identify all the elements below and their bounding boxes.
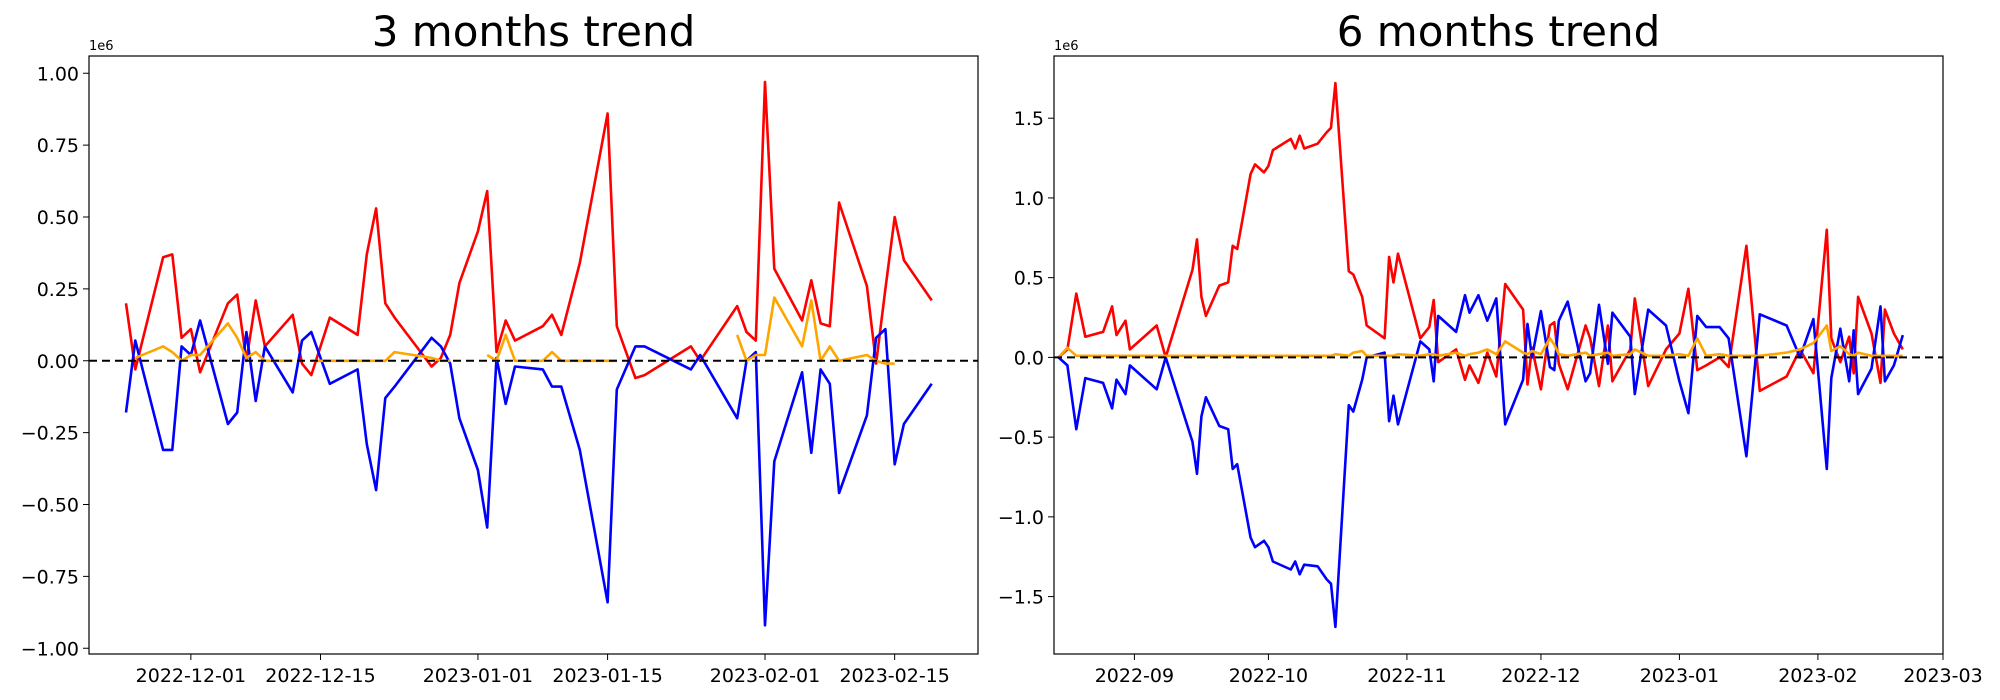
x-tick-label: 2023-02 bbox=[1778, 665, 1857, 687]
x-tick-label: 2022-12-01 bbox=[136, 665, 246, 687]
y-tick-label: −0.75 bbox=[21, 566, 79, 588]
series-line bbox=[124, 319, 933, 627]
y-tick-label: −0.5 bbox=[998, 427, 1044, 449]
x-tick-label: 2023-01-01 bbox=[423, 665, 533, 687]
series-line bbox=[1057, 81, 1904, 393]
chart-title: 3 months trend bbox=[372, 7, 696, 56]
plot-frame bbox=[88, 55, 979, 655]
y-offset-label: 1e6 bbox=[1054, 39, 1079, 54]
x-tick-label: 2022-10 bbox=[1229, 665, 1308, 687]
series-line bbox=[1057, 324, 1903, 359]
chart-title: 6 months trend bbox=[1337, 7, 1661, 56]
y-tick-label: 0.50 bbox=[37, 207, 79, 229]
y-tick-label: 0.75 bbox=[37, 135, 79, 157]
y-tick-label: −1.5 bbox=[998, 587, 1044, 609]
x-tick-label: 2023-01 bbox=[1640, 665, 1719, 687]
x-tick-label: 2023-02-01 bbox=[710, 665, 820, 687]
x-tick-label: 2022-12 bbox=[1501, 665, 1580, 687]
y-tick-label: 1.00 bbox=[37, 63, 79, 85]
y-tick-label: 0.0 bbox=[1014, 347, 1044, 369]
y-tick-label: −1.00 bbox=[21, 638, 79, 660]
y-tick-label: 1.0 bbox=[1014, 188, 1044, 210]
x-tick-label: 2023-02-15 bbox=[839, 665, 949, 687]
x-tick-label: 2023-03 bbox=[1903, 665, 1982, 687]
y-tick-label: 0.00 bbox=[37, 351, 79, 373]
plot-frame bbox=[1053, 55, 1944, 655]
x-tick-label: 2022-09 bbox=[1095, 665, 1174, 687]
x-tick-label: 2022-11 bbox=[1367, 665, 1446, 687]
y-tick-label: −1.0 bbox=[998, 507, 1044, 529]
y-tick-label: 1.5 bbox=[1014, 108, 1044, 130]
y-tick-label: −0.50 bbox=[21, 495, 79, 517]
y-offset-label: 1e6 bbox=[89, 39, 114, 54]
y-tick-label: −0.25 bbox=[21, 423, 79, 445]
y-tick-label: 0.5 bbox=[1014, 268, 1044, 290]
x-tick-label: 2022-12-15 bbox=[265, 665, 375, 687]
series-line bbox=[1057, 293, 1905, 629]
x-tick-label: 2023-01-15 bbox=[552, 665, 662, 687]
y-tick-label: 0.25 bbox=[37, 279, 79, 301]
